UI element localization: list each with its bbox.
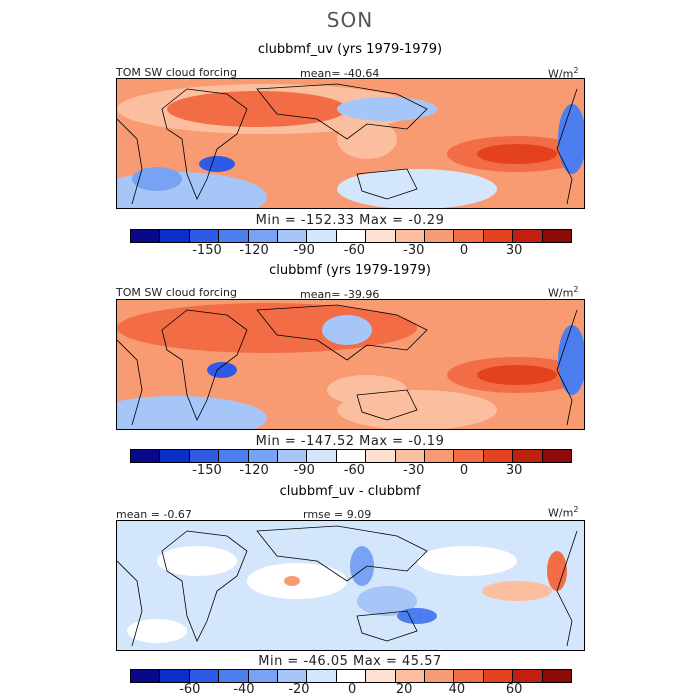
season-title: SON — [326, 8, 374, 32]
colorbar-swatch — [425, 230, 455, 242]
colorbar-swatch — [131, 230, 161, 242]
colorbar-tick: -90 — [293, 243, 315, 258]
panel-2-colorbar-ticks: -150 -120 -90 -60 -30 0 30 — [130, 463, 570, 479]
colorbar-swatch — [483, 670, 514, 682]
panel-3-mean-label: mean = -0.67 — [116, 508, 192, 521]
panel-3-rmse-label: rmse = 9.09 — [303, 508, 372, 521]
colorbar-tick: -60 — [179, 682, 201, 697]
colorbar-swatch — [513, 450, 543, 462]
colorbar-swatch — [366, 230, 396, 242]
colorbar-swatch — [513, 230, 543, 242]
colorbar-swatch — [366, 450, 396, 462]
colorbar-swatch — [454, 450, 484, 462]
panel-2-variable-label: TOM SW cloud forcing — [116, 286, 237, 299]
colorbar-swatch — [307, 670, 337, 682]
colorbar-swatch — [454, 230, 484, 242]
colorbar-swatch — [366, 670, 396, 682]
panel-1-colorbar-ticks: -150 -120 -90 -60 -30 0 30 — [130, 243, 570, 259]
panel-3-title: clubbmf_uv - clubbmf — [279, 484, 421, 499]
colorbar-swatch — [542, 450, 572, 462]
colorbar-tick: -30 — [403, 463, 425, 478]
colorbar-tick: 30 — [505, 243, 523, 258]
colorbar-swatch — [425, 670, 455, 682]
colorbar-swatch — [160, 670, 190, 682]
colorbar-tick: -20 — [288, 682, 310, 697]
colorbar-swatch — [336, 450, 367, 462]
panel-3-colorbar-ticks: -60 -40 -20 0 20 40 60 — [130, 682, 570, 698]
panel-1-mean-label: mean= -40.64 — [300, 67, 380, 80]
colorbar-tick: -60 — [343, 243, 366, 258]
panel-2-map-field — [117, 300, 584, 429]
colorbar-swatch — [542, 230, 572, 242]
panel-2-mean-label: mean= -39.96 — [300, 288, 380, 301]
colorbar-tick: 20 — [395, 682, 413, 697]
panel-1-variable-label: TOM SW cloud forcing — [116, 66, 237, 79]
colorbar-swatch — [483, 230, 514, 242]
colorbar-swatch — [307, 230, 337, 242]
colorbar-swatch — [160, 230, 190, 242]
colorbar-tick: -30 — [403, 243, 425, 258]
colorbar-swatch — [278, 450, 308, 462]
colorbar-swatch — [395, 230, 426, 242]
colorbar-swatch — [189, 450, 220, 462]
panel-1-units: W/m2 — [548, 66, 579, 81]
colorbar-tick: 30 — [505, 463, 523, 478]
colorbar-tick: 0 — [459, 463, 469, 478]
panel-1-map — [116, 78, 585, 209]
colorbar-swatch — [395, 450, 426, 462]
colorbar-tick: -120 — [239, 243, 269, 258]
colorbar-swatch — [219, 230, 249, 242]
colorbar-tick: 40 — [448, 682, 466, 697]
colorbar-swatch — [307, 450, 337, 462]
panel-1-colorbar — [130, 229, 572, 243]
colorbar-swatch — [278, 230, 308, 242]
colorbar-tick: -150 — [192, 243, 222, 258]
colorbar-swatch — [160, 450, 190, 462]
colorbar-swatch — [219, 450, 249, 462]
colorbar-swatch — [483, 450, 514, 462]
panel-2-units: W/m2 — [548, 285, 579, 300]
panel-1-map-field — [117, 79, 584, 208]
panel-1-min-max: Min = -152.33 Max = -0.29 — [255, 213, 445, 228]
colorbar-swatch — [336, 670, 367, 682]
colorbar-tick: 0 — [459, 243, 469, 258]
panel-2-colorbar — [130, 449, 572, 463]
panel-3-map — [116, 520, 585, 651]
colorbar-swatch — [248, 450, 279, 462]
colorbar-swatch — [248, 230, 279, 242]
colorbar-swatch — [248, 670, 279, 682]
colorbar-swatch — [513, 670, 543, 682]
colorbar-swatch — [395, 670, 426, 682]
colorbar-swatch — [425, 450, 455, 462]
colorbar-swatch — [131, 670, 161, 682]
colorbar-tick: 0 — [348, 682, 357, 697]
panel-3-min-max: Min = -46.05 Max = 45.57 — [258, 654, 442, 669]
colorbar-swatch — [219, 670, 249, 682]
colorbar-swatch — [131, 450, 161, 462]
colorbar-tick: -60 — [343, 463, 366, 478]
colorbar-tick: -40 — [233, 682, 255, 697]
colorbar-tick: -150 — [192, 463, 222, 478]
colorbar-swatch — [542, 670, 572, 682]
colorbar-tick: -90 — [293, 463, 315, 478]
panel-1-title: clubbmf_uv (yrs 1979-1979) — [257, 42, 443, 57]
panel-3-colorbar — [130, 669, 572, 683]
colorbar-swatch — [454, 670, 484, 682]
panel-2-map — [116, 299, 585, 430]
panel-2-title: clubbmf (yrs 1979-1979) — [269, 263, 431, 278]
panel-3-map-field — [117, 521, 584, 650]
colorbar-swatch — [189, 230, 220, 242]
panel-2-min-max: Min = -147.52 Max = -0.19 — [255, 434, 445, 449]
colorbar-tick: 60 — [505, 682, 523, 697]
colorbar-swatch — [336, 230, 367, 242]
colorbar-swatch — [278, 670, 308, 682]
colorbar-tick: -120 — [239, 463, 269, 478]
panel-3-units: W/m2 — [548, 505, 579, 520]
colorbar-swatch — [189, 670, 220, 682]
